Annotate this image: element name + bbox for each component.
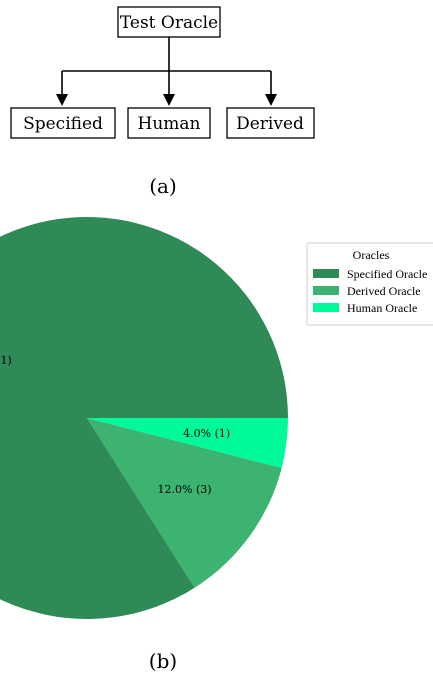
legend-label-derived-oracle: Derived Oracle bbox=[347, 284, 421, 298]
arrowhead-human bbox=[163, 94, 175, 106]
legend-label-human-oracle: Human Oracle bbox=[347, 301, 417, 315]
pie-slice-specified-oracle bbox=[0, 217, 288, 619]
pie-slice-human-oracle bbox=[87, 418, 288, 468]
arrowhead-specified bbox=[56, 94, 68, 106]
legend-swatch-human-oracle bbox=[313, 303, 339, 312]
legend-title: Oracles bbox=[353, 248, 390, 262]
node-derived-box bbox=[226, 107, 315, 139]
root-node-box bbox=[117, 6, 221, 38]
node-human-label: Human bbox=[138, 114, 201, 134]
oracle-pie-chart: 84.0% (21) 12.0% (3) 4.0% (1) bbox=[0, 217, 288, 619]
chart-legend: Oracles Specified Oracle Derived Oracle Hu… bbox=[306, 242, 433, 326]
pie-slice-derived-oracle bbox=[87, 418, 282, 588]
root-node-label: Test Oracle bbox=[120, 13, 218, 33]
legend-label-specified-oracle: Specified Oracle bbox=[347, 267, 427, 281]
caption-a: (a) bbox=[149, 174, 177, 198]
node-human-box bbox=[127, 107, 211, 139]
node-specified-label: Specified bbox=[23, 114, 103, 134]
pie-label-specified-oracle: 84.0% (21) bbox=[0, 354, 12, 367]
oracle-taxonomy-diagram: Test Oracle Specified Human Derived (a) bbox=[10, 6, 315, 198]
node-specified-box bbox=[10, 107, 116, 139]
arrowhead-derived bbox=[265, 94, 277, 106]
caption-b: (b) bbox=[149, 649, 177, 673]
pie-label-human-oracle: 4.0% (1) bbox=[183, 427, 230, 440]
legend-swatch-derived-oracle bbox=[313, 286, 339, 295]
pie-label-derived-oracle: 12.0% (3) bbox=[158, 483, 212, 496]
legend-swatch-specified-oracle bbox=[313, 269, 339, 278]
node-derived-label: Derived bbox=[236, 114, 304, 134]
